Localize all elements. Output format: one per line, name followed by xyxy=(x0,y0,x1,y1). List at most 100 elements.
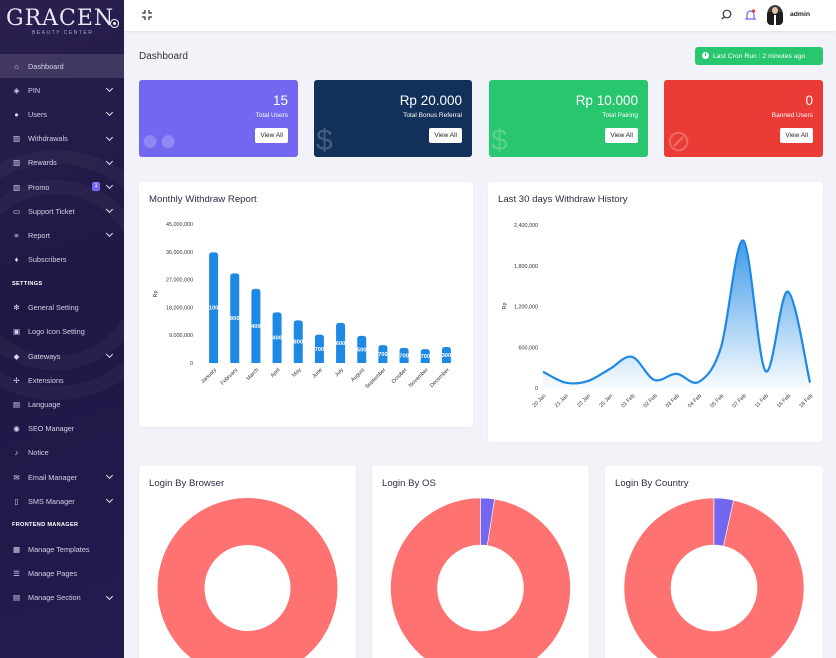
x-tick-label: 04 Feb xyxy=(687,393,703,409)
brand-logo[interactable]: GRACEN xyxy=(6,6,115,31)
sidebar-item-label: Logo Icon Setting xyxy=(28,327,85,337)
stat-card-total-users: ●● 15 Total Users View All xyxy=(139,80,298,157)
bar[interactable] xyxy=(293,320,303,363)
bar[interactable] xyxy=(378,345,388,363)
x-tick-label: 21 Jan xyxy=(554,393,570,409)
chevron-down-icon xyxy=(105,85,114,93)
donut-slice[interactable] xyxy=(713,497,734,547)
sidebar-section-frontend-manager: FRONTEND MANAGER xyxy=(12,522,79,529)
stat-card-total-pairing: $ Rp 10.000 Total Pairing View All xyxy=(489,80,648,157)
stat-value: Rp 10.000 xyxy=(575,93,638,108)
sidebar-item-label: SMS Manager xyxy=(28,496,75,506)
sidebar-item-users[interactable]: ● Users xyxy=(0,102,124,126)
bar[interactable] xyxy=(357,335,367,363)
panel-title: Login By Country xyxy=(615,478,689,489)
y-axis-label: Rp xyxy=(153,291,159,298)
sidebar-item-dashboard[interactable]: ⌂ Dashboard xyxy=(0,54,124,79)
bar[interactable] xyxy=(272,312,282,363)
sidebar-item-manage-section[interactable]: ▤ Manage Section xyxy=(0,586,124,610)
chevron-down-icon xyxy=(105,157,114,165)
view-all-button[interactable]: View All xyxy=(255,128,288,143)
view-all-button[interactable]: View All xyxy=(780,128,813,143)
bar[interactable] xyxy=(314,334,324,363)
login-by-country-chart xyxy=(623,497,805,658)
globe-icon: ◉ xyxy=(13,424,20,434)
sidebar-menu: ⌂ Dashboard ◈ PIN ● Users ▥ Withdrawals ▥ Rewards… xyxy=(0,54,124,610)
sidebar-item-promo[interactable]: ▥ Promo 1 xyxy=(0,175,124,199)
bank-icon: ▥ xyxy=(12,182,21,192)
x-tick-label: 07 Feb xyxy=(732,393,748,409)
bar[interactable] xyxy=(230,273,240,363)
panel-title: Monthly Withdraw Report xyxy=(149,194,257,205)
envelope-icon: ✉ xyxy=(13,472,20,482)
login-by-country-panel: Login By Country xyxy=(605,466,823,658)
stat-label: Total Users xyxy=(255,112,288,119)
donut-slice[interactable] xyxy=(390,497,571,658)
login-by-os-chart xyxy=(390,497,571,658)
sidebar-item-report[interactable]: ≡ Report xyxy=(0,223,124,247)
withdraw-history-panel: Last 30 days Withdraw History 0 600,000 1,… xyxy=(488,182,823,442)
page-title: Dashboard xyxy=(139,51,188,62)
sidebar-item-notice[interactable]: ♪ Notice xyxy=(0,441,124,465)
cron-status-button[interactable]: Last Cron Run : 2 minutes ago xyxy=(695,47,823,65)
brand-subtitle: BEAUTY CENTER xyxy=(32,30,94,36)
donut-slice[interactable] xyxy=(157,498,338,658)
x-tick-label: June xyxy=(311,367,324,380)
sidebar-item-sms-manager[interactable]: ▯ SMS Manager xyxy=(0,489,124,513)
sidebar-item-label: Report xyxy=(28,230,50,240)
view-all-button[interactable]: View All xyxy=(429,128,462,143)
donut-slice[interactable] xyxy=(480,497,495,546)
bar[interactable] xyxy=(399,347,409,363)
admin-name[interactable]: admin xyxy=(790,11,811,18)
bell-icon[interactable] xyxy=(745,9,756,21)
bar[interactable] xyxy=(336,322,346,363)
x-tick-label: February xyxy=(220,367,240,387)
bar[interactable] xyxy=(420,349,430,363)
chevron-down-icon xyxy=(105,592,114,600)
chevron-down-icon xyxy=(105,181,114,189)
y-tick-label: 36,000,000 xyxy=(166,250,193,256)
bar[interactable] xyxy=(441,346,451,363)
sidebar-item-general-setting[interactable]: ✻ General Setting xyxy=(0,296,124,320)
bar-data-label: 700 xyxy=(420,354,430,360)
sidebar-item-language[interactable]: ▤ Language xyxy=(0,392,124,416)
sidebar-item-label: PIN xyxy=(28,85,41,95)
y-tick-label: 2,400,000 xyxy=(514,223,538,229)
sidebar-item-label: Gateways xyxy=(28,351,61,361)
y-tick-label: 45,000,000 xyxy=(166,222,193,228)
area-line[interactable] xyxy=(542,239,812,385)
sidebar-item-label: Manage Templates xyxy=(28,544,90,554)
sidebar-item-label: Promo xyxy=(28,182,50,192)
sidebar-item-subscribers[interactable]: ♦ Subscribers xyxy=(0,248,124,272)
avatar[interactable] xyxy=(767,5,783,25)
stat-card-bonus-referral: $ Rp 20.000 Total Bonus Referral View Al… xyxy=(314,80,472,157)
x-tick-label: July xyxy=(334,367,345,378)
bar[interactable] xyxy=(209,252,219,363)
chevron-down-icon xyxy=(105,230,114,238)
search-icon[interactable] xyxy=(721,9,732,20)
sidebar-item-seo-manager[interactable]: ◉ SEO Manager xyxy=(0,417,124,441)
sidebar-item-rewards[interactable]: ▥ Rewards xyxy=(0,151,124,175)
ban-icon: ⊘ xyxy=(666,125,692,157)
sidebar-toggle-icon[interactable] xyxy=(110,19,119,28)
sidebar-item-email-manager[interactable]: ✉ Email Manager xyxy=(0,465,124,489)
sidebar-item-support-ticket[interactable]: ▭ Support Ticket xyxy=(0,199,124,223)
x-tick-label: December xyxy=(429,367,451,389)
sidebar-item-withdrawals[interactable]: ▥ Withdrawals xyxy=(0,127,124,151)
bar-data-label: 400 xyxy=(272,336,282,342)
view-all-button[interactable]: View All xyxy=(605,128,638,143)
x-tick-label: 18 Feb xyxy=(798,393,814,409)
sidebar-item-gateways[interactable]: ◆ Gateways xyxy=(0,344,124,368)
sidebar-item-pin[interactable]: ◈ PIN xyxy=(0,78,124,102)
topbar: admin xyxy=(124,0,836,31)
sidebar-item-manage-templates[interactable]: ▦ Manage Templates xyxy=(0,537,124,561)
collapse-icon[interactable] xyxy=(142,10,152,20)
bar[interactable] xyxy=(251,288,261,363)
sidebar-item-logo-icon-setting[interactable]: ▣ Logo Icon Setting xyxy=(0,320,124,344)
y-tick-label: 18,000,000 xyxy=(166,305,193,311)
users-icon: ● xyxy=(14,109,19,119)
sidebar-item-extensions[interactable]: ✢ Extensions xyxy=(0,368,124,392)
sidebar-item-manage-pages[interactable]: ☰ Manage Pages xyxy=(0,562,124,586)
tag-icon: ◈ xyxy=(13,85,20,95)
donut-slice[interactable] xyxy=(623,497,805,658)
